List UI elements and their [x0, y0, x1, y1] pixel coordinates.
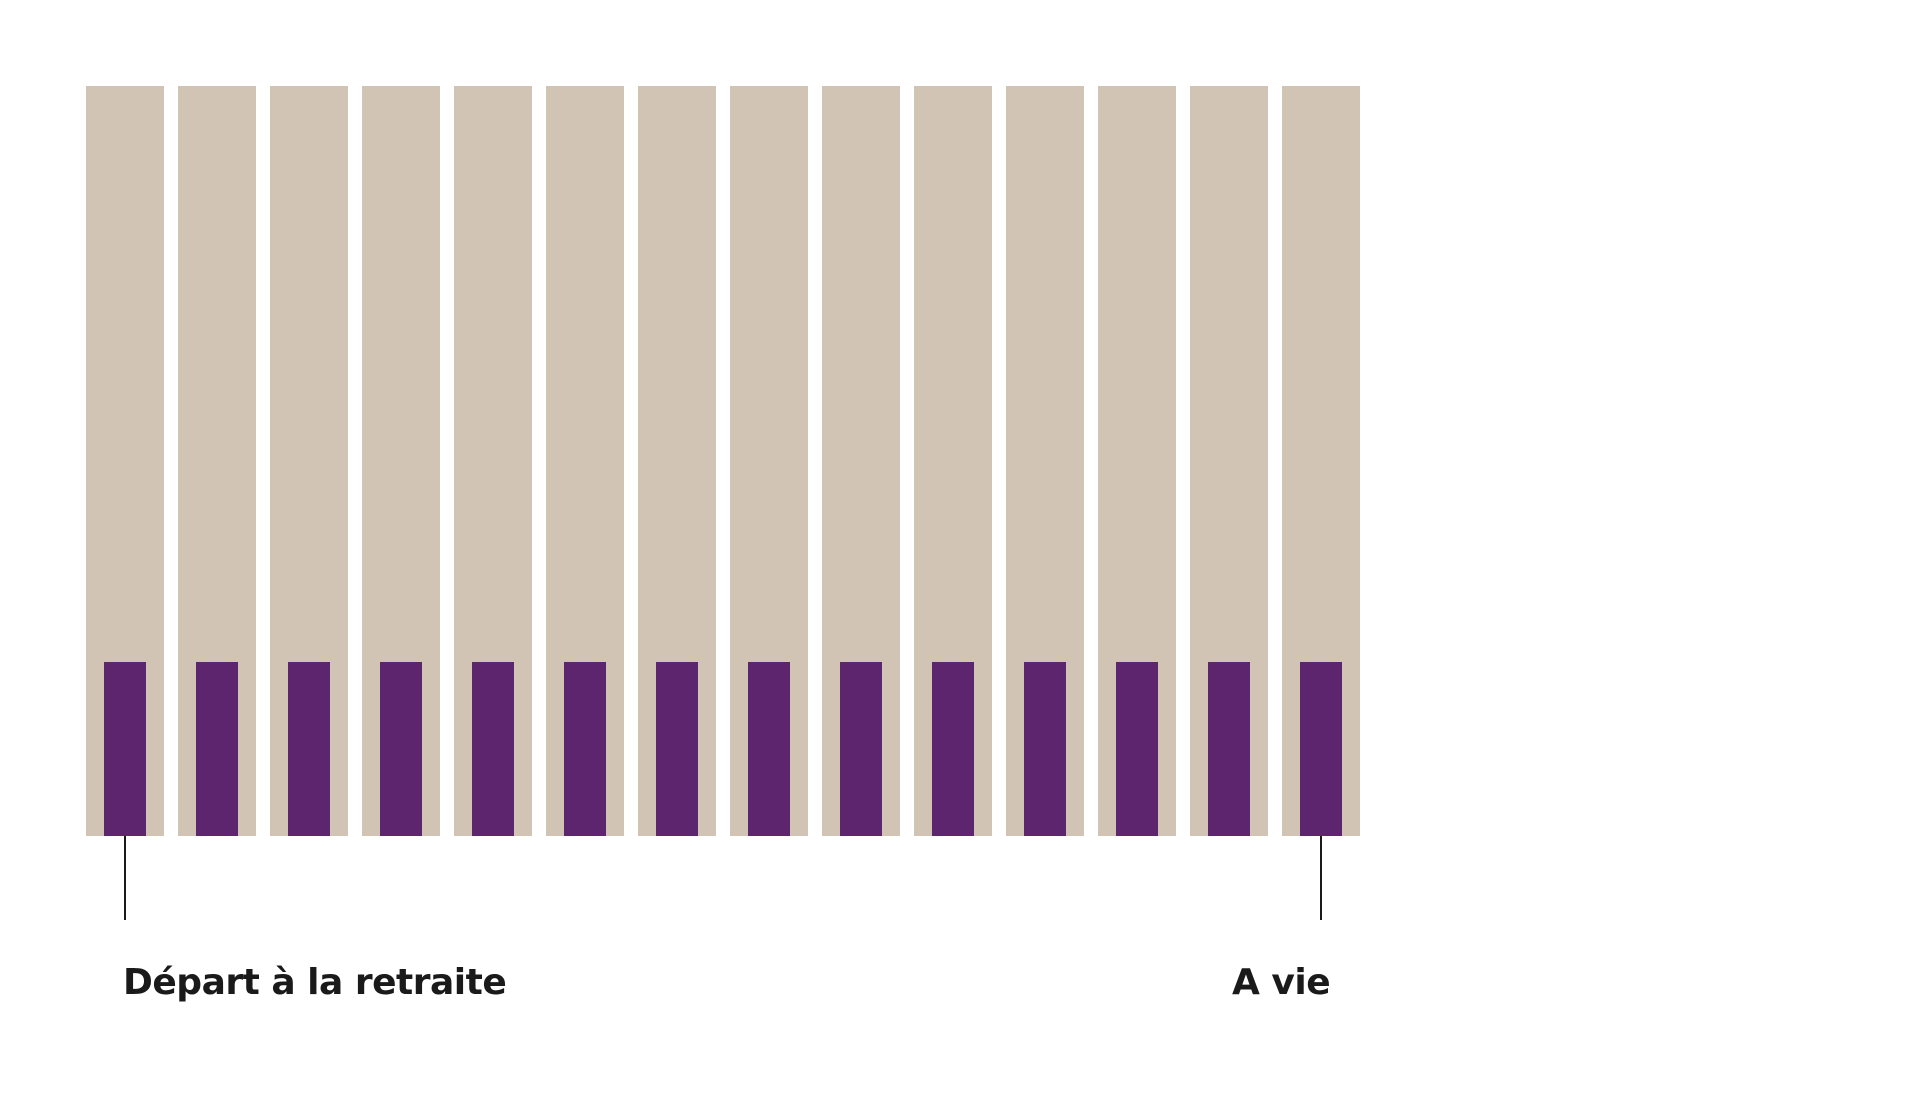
- bar-12-inner: [1116, 662, 1158, 836]
- bar-13: [1190, 86, 1268, 836]
- bar-7-inner: [656, 662, 698, 836]
- bar-5: [454, 86, 532, 836]
- bar-10: [914, 86, 992, 836]
- bar-1-inner: [104, 662, 146, 836]
- bar-10-inner: [932, 662, 974, 836]
- bar-9-inner: [840, 662, 882, 836]
- bar-4-inner: [380, 662, 422, 836]
- bar-7: [638, 86, 716, 836]
- bar-8-inner: [748, 662, 790, 836]
- start-tick-line: [124, 836, 126, 920]
- bar-13-inner: [1208, 662, 1250, 836]
- bar-5-inner: [472, 662, 514, 836]
- bar-14-inner: [1300, 662, 1342, 836]
- bar-14: [1282, 86, 1360, 836]
- bar-11-inner: [1024, 662, 1066, 836]
- bar-3: [270, 86, 348, 836]
- bar-11: [1006, 86, 1084, 836]
- bar-6: [546, 86, 624, 836]
- end-tick-line: [1320, 836, 1322, 920]
- bar-4: [362, 86, 440, 836]
- bar-row: [86, 86, 1360, 836]
- bar-2: [178, 86, 256, 836]
- bar-9: [822, 86, 900, 836]
- bar-1: [86, 86, 164, 836]
- bar-3-inner: [288, 662, 330, 836]
- bar-2-inner: [196, 662, 238, 836]
- bar-8: [730, 86, 808, 836]
- bar-6-inner: [564, 662, 606, 836]
- bar-12: [1098, 86, 1176, 836]
- end-label: A vie: [1232, 962, 1331, 1003]
- start-label: Départ à la retraite: [123, 962, 507, 1003]
